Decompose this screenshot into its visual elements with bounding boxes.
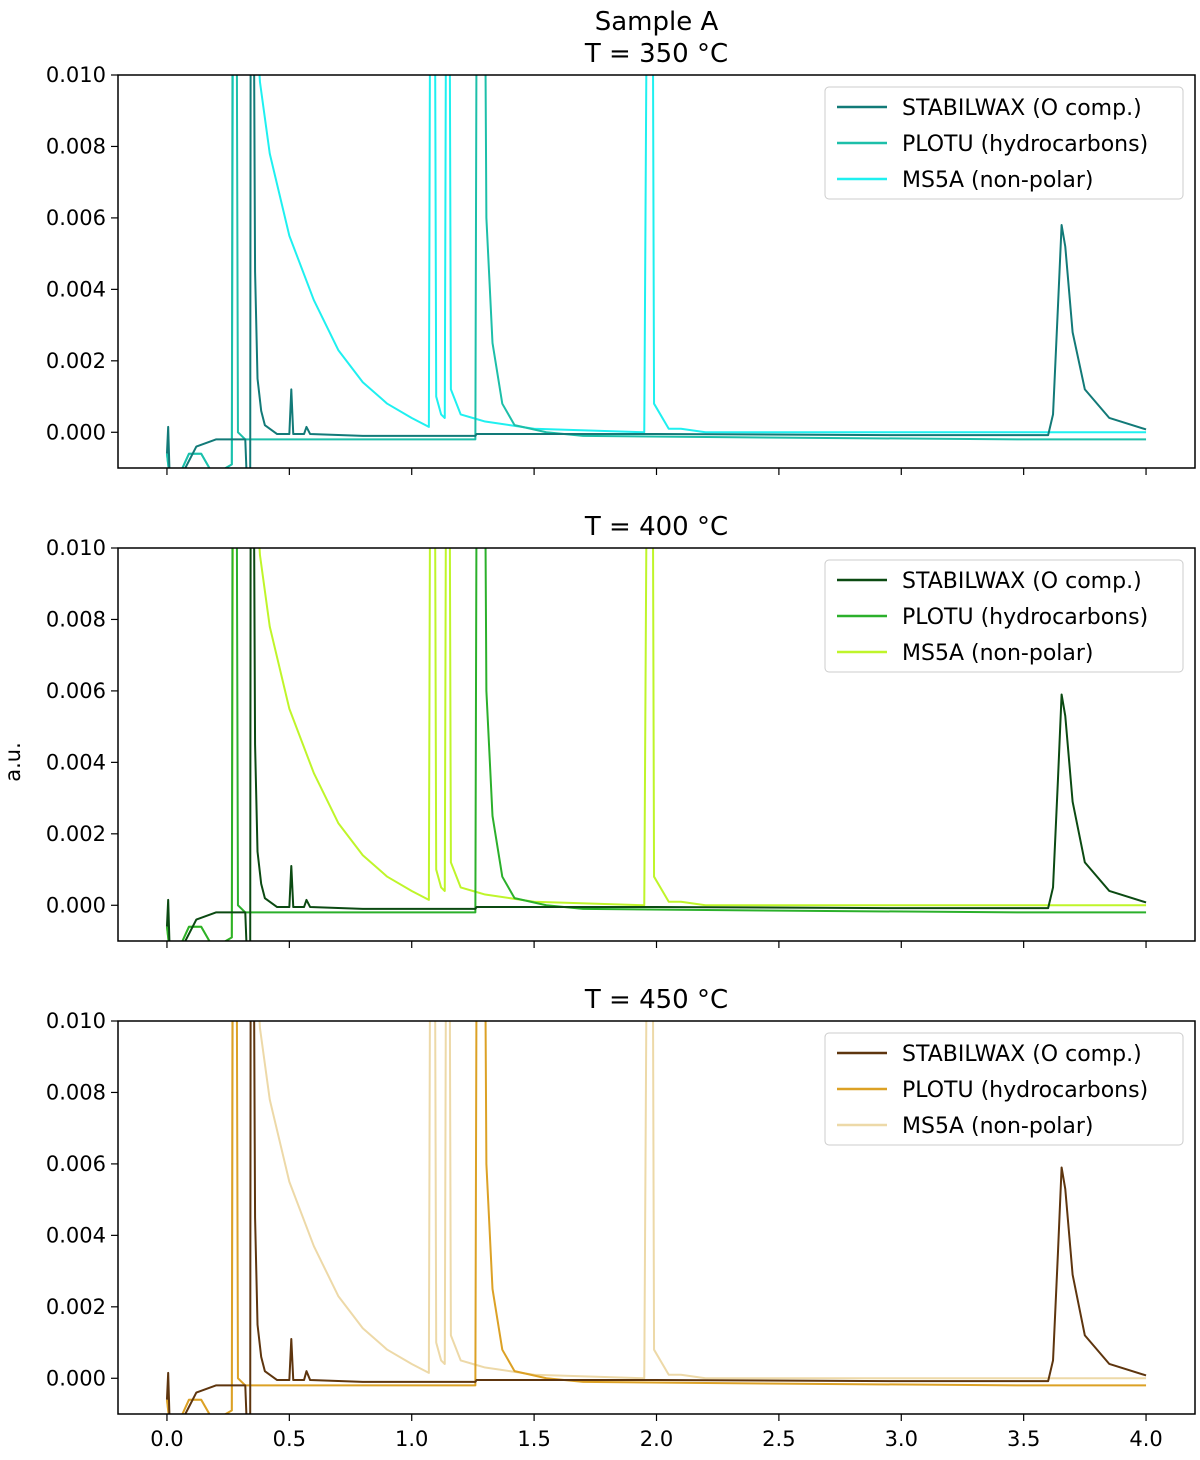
y-tick-label: 0.010 [46,1009,106,1033]
y-tick-label: 0.010 [46,536,106,560]
series-group [165,548,1147,941]
series-line [165,548,1147,941]
legend-entry: MS5A (non-polar) [902,168,1094,193]
y-tick-label: 0.008 [46,134,106,158]
y-tick-label: 0.008 [46,607,106,631]
chart-panel-3: 0.000 0.002 0.004 0.006 0.008 0.010 0.0 0.5 1.0 1… [46,985,1196,1451]
legend-entry: PLOTU (hydrocarbons) [902,132,1148,157]
x-tick-label: 2.5 [762,1427,795,1451]
legend-entry: MS5A (non-polar) [902,1114,1094,1139]
y-tick-label: 0.004 [46,277,106,301]
legend-box [824,1032,1184,1146]
legend: STABILWAX (O comp.) PLOTU (hydrocarbons) M… [824,86,1184,200]
y-tick-label: 0.006 [46,206,106,230]
y-tick-label: 0.000 [46,893,106,917]
series-group [165,1021,1147,1414]
chart-subtitle: T = 400 °C [584,512,728,542]
chart-title: Sample A [595,7,719,37]
x-tick-label: 4.0 [1129,1427,1162,1451]
y-tick-label: 0.004 [46,750,106,774]
y-axis-label: a.u. [1,742,25,782]
x-tick-label: 0.0 [150,1427,183,1451]
legend-box [824,559,1184,673]
x-tick-label: 1.5 [517,1427,550,1451]
legend-entry: PLOTU (hydrocarbons) [902,1078,1148,1103]
chart-panel-1: 0.000 0.002 0.004 0.006 0.008 0.010 Sample AT … [46,7,1196,475]
y-tick-label: 0.010 [46,63,106,87]
y-tick-label: 0.006 [46,679,106,703]
y-tick-label: 0.006 [46,1152,106,1176]
y-tick-label: 0.002 [46,349,106,373]
x-tick-label: 1.0 [395,1427,428,1451]
legend-entry: PLOTU (hydrocarbons) [902,605,1148,630]
legend-entry: STABILWAX (O comp.) [902,569,1142,594]
x-tick-label: 0.5 [273,1427,306,1451]
chart-subtitle: T = 450 °C [584,985,728,1015]
legend-entry: MS5A (non-polar) [902,641,1094,666]
y-tick-label: 0.000 [46,1366,106,1390]
x-tick-label: 2.0 [640,1427,673,1451]
x-tick-label: 3.0 [885,1427,918,1451]
y-tick-label: 0.002 [46,1295,106,1319]
series-line [165,1021,1147,1414]
legend-entry: STABILWAX (O comp.) [902,96,1142,121]
series-line [165,75,1147,468]
x-tick-label: 3.5 [1007,1427,1040,1451]
legend: STABILWAX (O comp.) PLOTU (hydrocarbons) M… [824,1032,1184,1146]
y-tick-label: 0.004 [46,1223,106,1247]
legend-entry: STABILWAX (O comp.) [902,1042,1142,1067]
legend-box [824,86,1184,200]
y-tick-label: 0.000 [46,420,106,444]
y-tick-label: 0.008 [46,1080,106,1104]
chart-subtitle: T = 350 °C [584,39,728,69]
chart-panel-2: 0.000 0.002 0.004 0.006 0.008 0.010 T = 400 °C… [46,512,1196,948]
legend: STABILWAX (O comp.) PLOTU (hydrocarbons) M… [824,559,1184,673]
series-group [165,75,1147,468]
y-tick-label: 0.002 [46,822,106,846]
